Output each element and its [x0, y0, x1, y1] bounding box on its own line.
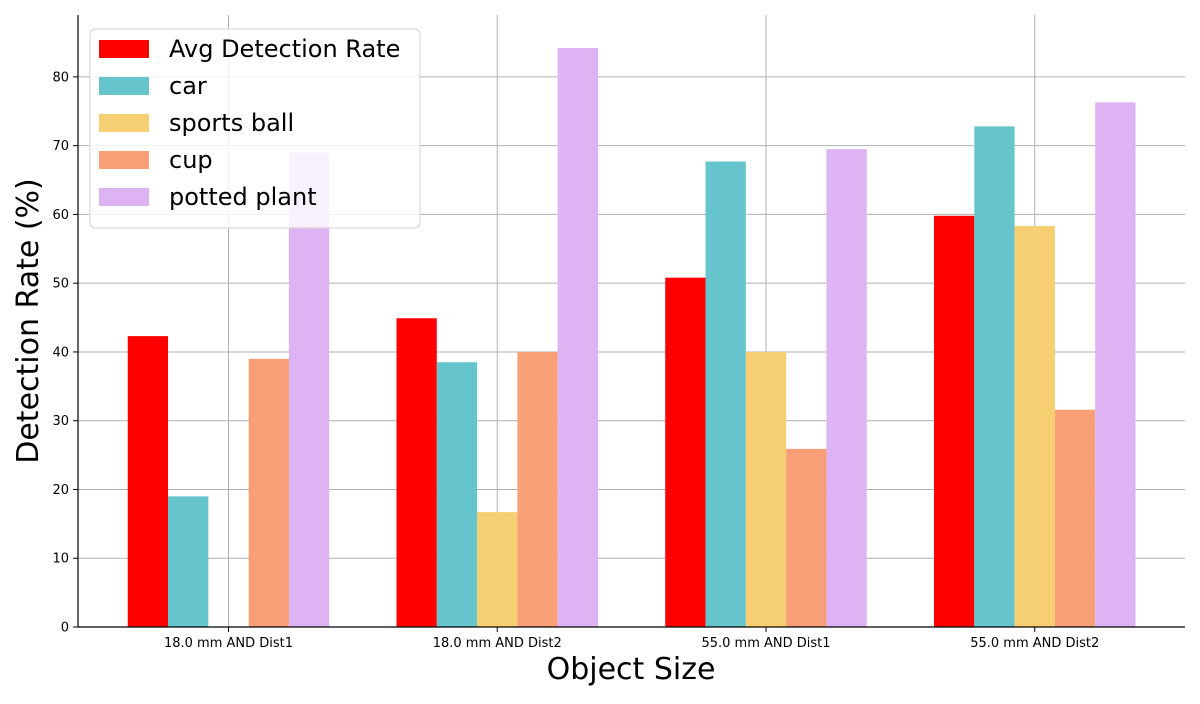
bar-car	[436, 362, 478, 627]
bar-avg-detection-rate	[396, 318, 437, 627]
bar-sports-ball	[477, 512, 518, 627]
legend-box	[89, 28, 421, 229]
bar-potted-plant	[557, 48, 598, 628]
bar-cup	[1054, 409, 1096, 627]
y-axis-title: Detection Rate (%)	[11, 178, 46, 464]
bar-cup	[248, 358, 289, 627]
bar-potted-plant	[288, 152, 330, 628]
bar-car	[168, 496, 209, 627]
bar-potted-plant	[826, 149, 867, 627]
legend-label: sports ball	[169, 109, 294, 137]
bar-avg-detection-rate	[665, 277, 706, 627]
y-tick-label: 70	[52, 139, 69, 154]
y-tick-label: 50	[52, 277, 69, 292]
legend-label: car	[169, 72, 207, 100]
axes	[73, 15, 1185, 632]
legend-swatch	[99, 114, 149, 132]
bar-car	[705, 161, 746, 628]
legend-swatch	[99, 40, 149, 58]
bar-cup	[786, 448, 827, 627]
bars	[127, 48, 1136, 628]
x-tick-label: 55.0 mm AND Dist1	[701, 636, 830, 651]
legend-swatch	[99, 77, 149, 95]
legend-label: potted plant	[169, 183, 317, 211]
y-tick-label: 10	[52, 552, 69, 567]
bar-cup	[517, 351, 558, 627]
y-tick-label: 20	[52, 483, 69, 498]
bar-potted-plant	[1095, 102, 1136, 628]
bar-avg-detection-rate	[127, 336, 169, 627]
legend-swatch	[99, 151, 149, 169]
x-axis-title: Object Size	[547, 652, 716, 687]
y-tick-label: 0	[61, 621, 69, 636]
x-tick-label: 55.0 mm AND Dist2	[970, 636, 1099, 651]
legend-swatch	[99, 188, 149, 206]
y-tick-label: 60	[52, 208, 69, 223]
y-tick-label: 80	[52, 70, 69, 85]
bar-sports-ball	[745, 351, 787, 627]
tick-labels: 0 10 20 30 40 50 60 70 80 18.0 mm AND Dist1 18.0 m…	[52, 70, 1099, 651]
legend-label: cup	[169, 146, 213, 174]
y-tick-label: 30	[52, 414, 69, 429]
bar-sports-ball	[1014, 226, 1055, 627]
y-tick-label: 40	[52, 345, 69, 360]
legend: Avg Detection Rate car sports ball cup potte…	[89, 28, 421, 229]
bar-car	[974, 126, 1015, 627]
legend-label: Avg Detection Rate	[169, 35, 400, 63]
bar-avg-detection-rate	[934, 215, 975, 627]
x-tick-label: 18.0 mm AND Dist2	[433, 636, 562, 651]
x-tick-label: 18.0 mm AND Dist1	[164, 636, 293, 651]
